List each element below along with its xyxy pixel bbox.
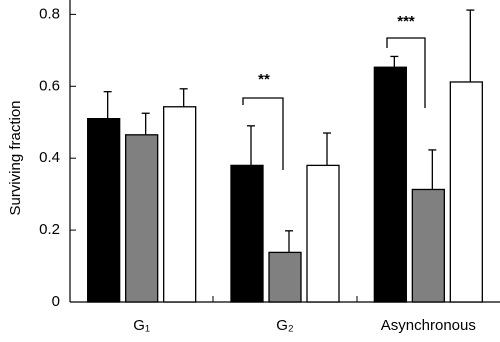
annotation: **: [258, 71, 270, 88]
bar: [230, 164, 264, 303]
significance-bracket: [242, 97, 284, 170]
x-tick-label: Asynchronous: [381, 317, 476, 334]
bar: [373, 66, 407, 303]
y-tick-label: 0.4: [39, 149, 60, 166]
y-tick-label: 0.6: [39, 77, 60, 94]
y-tick-label: 0.8: [39, 5, 60, 22]
bar: [449, 81, 483, 303]
x-tick-label: G₂: [276, 317, 294, 334]
bar: [268, 251, 302, 303]
bar: [163, 106, 197, 303]
bar: [87, 117, 121, 303]
bar: [306, 164, 340, 303]
annotation: ***: [397, 13, 415, 30]
x-tick-label: G₁: [133, 317, 150, 334]
y-tick-label: 0: [52, 293, 60, 310]
y-axis-label: Surviving fraction: [7, 100, 24, 215]
significance-bracket: [386, 37, 426, 108]
y-tick-label: 0.2: [39, 221, 60, 238]
bar: [125, 134, 159, 303]
bar: [411, 188, 445, 303]
